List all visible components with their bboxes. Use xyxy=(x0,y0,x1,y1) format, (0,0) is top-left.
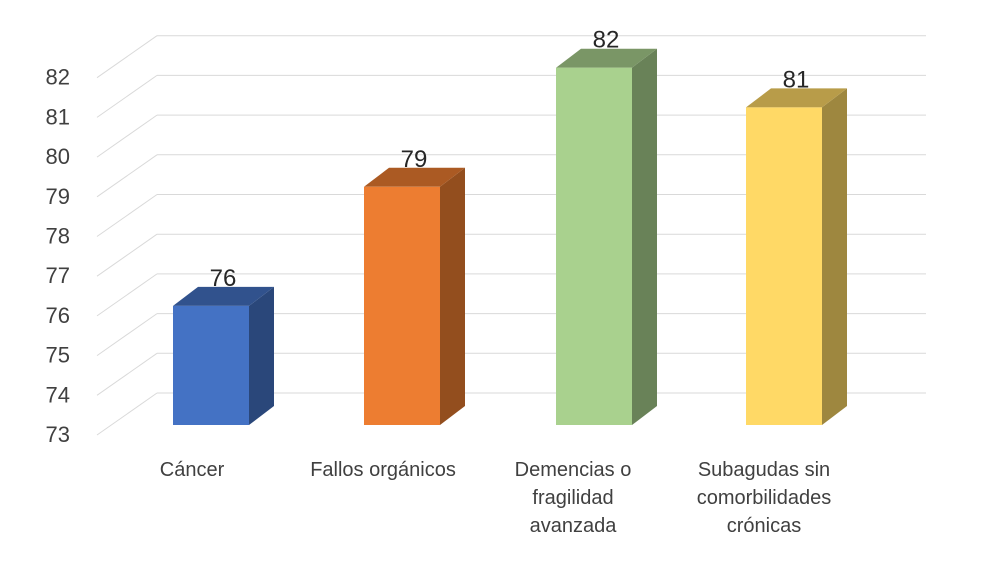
data-label: 76 xyxy=(210,265,237,292)
y-tick-label: 78 xyxy=(46,224,70,249)
gridline-diagonal xyxy=(96,74,158,118)
y-tick-label: 79 xyxy=(46,184,70,209)
y-tick-label: 81 xyxy=(46,104,70,129)
bar xyxy=(173,305,249,425)
bar-top xyxy=(364,167,465,187)
bar-side xyxy=(440,167,465,426)
y-tick-label: 82 xyxy=(46,65,70,90)
gridline-diagonal xyxy=(96,154,158,198)
data-label: 82 xyxy=(593,27,620,54)
bar-top xyxy=(746,88,847,108)
gridline-diagonal xyxy=(96,194,158,237)
bar-top xyxy=(556,48,657,68)
y-tick-label: 80 xyxy=(46,144,70,169)
data-label: 79 xyxy=(401,146,428,173)
y-tick-label: 73 xyxy=(46,422,70,447)
gridline-diagonal xyxy=(96,114,158,158)
gridline-diagonal xyxy=(96,313,158,357)
bar-side xyxy=(249,286,274,425)
gridline-diagonal xyxy=(96,273,158,317)
y-tick-label: 75 xyxy=(46,343,70,368)
bar xyxy=(746,107,822,426)
x-tick-label: Fallos orgánicos xyxy=(310,459,456,481)
x-tick-label: Subagudas sin comorbilidades crónicas xyxy=(696,459,832,537)
gridline-diagonal xyxy=(96,35,158,79)
bar-top xyxy=(173,286,274,306)
bar xyxy=(556,67,632,425)
gridline-diagonal xyxy=(96,392,158,436)
y-tick-label: 77 xyxy=(46,263,70,288)
gridline-diagonal xyxy=(96,233,158,277)
bar-side xyxy=(632,48,657,425)
data-label: 81 xyxy=(783,66,810,93)
bar xyxy=(364,186,440,425)
bar-side xyxy=(822,88,847,426)
x-tick-label: Cáncer xyxy=(159,459,225,481)
y-tick-label: 74 xyxy=(46,382,70,407)
gridline-diagonal xyxy=(96,352,158,396)
y-tick-label: 76 xyxy=(46,303,70,328)
x-tick-label: Demencias o fragilidad avanzada xyxy=(514,459,632,537)
